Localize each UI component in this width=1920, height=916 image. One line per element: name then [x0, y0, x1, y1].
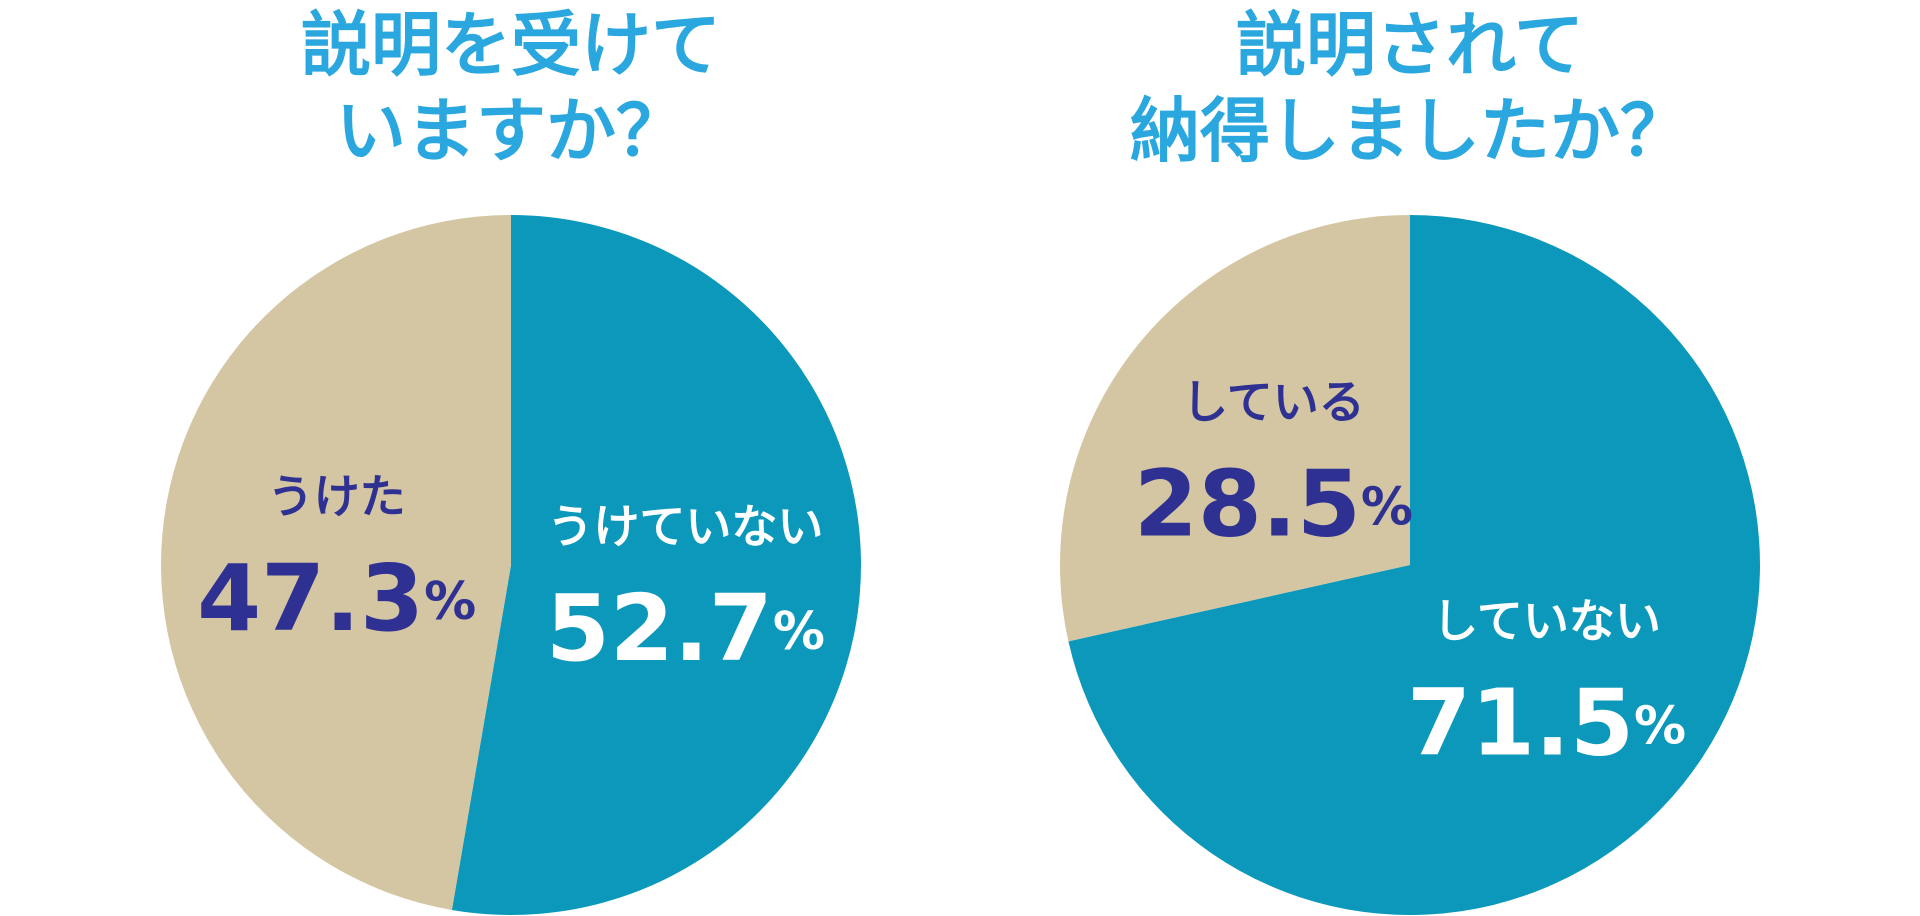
pie-slice [451, 215, 861, 915]
chart-title: いますか？ [336, 90, 686, 172]
slice-category: していない [1432, 594, 1661, 648]
pie-slice [160, 215, 511, 910]
pie-slice [1068, 215, 1760, 915]
chart-title: 説明を受けて [301, 4, 721, 86]
slice-value-label: 52.7% [546, 575, 825, 682]
chart-title: 説明されて [1236, 4, 1584, 86]
value-unit: % [1361, 478, 1413, 538]
value-unit: % [773, 602, 825, 662]
slice-value-label: 28.5% [1134, 451, 1413, 558]
value-number: 28.5 [1134, 451, 1361, 558]
slice-value-label: 71.5% [1407, 670, 1686, 777]
value-unit: % [424, 572, 476, 632]
chart-title: 納得しましたか？ [1130, 90, 1690, 172]
value-unit: % [1634, 696, 1686, 756]
slice-category: うけていない [547, 499, 823, 553]
slice-value-label: 47.3% [197, 546, 476, 653]
value-number: 47.3 [197, 546, 424, 653]
slice-category: している [1182, 375, 1365, 429]
value-number: 52.7 [546, 575, 773, 682]
value-number: 71.5 [1407, 670, 1634, 777]
slice-category: うけた [268, 470, 406, 524]
pie-slice [1059, 215, 1410, 642]
